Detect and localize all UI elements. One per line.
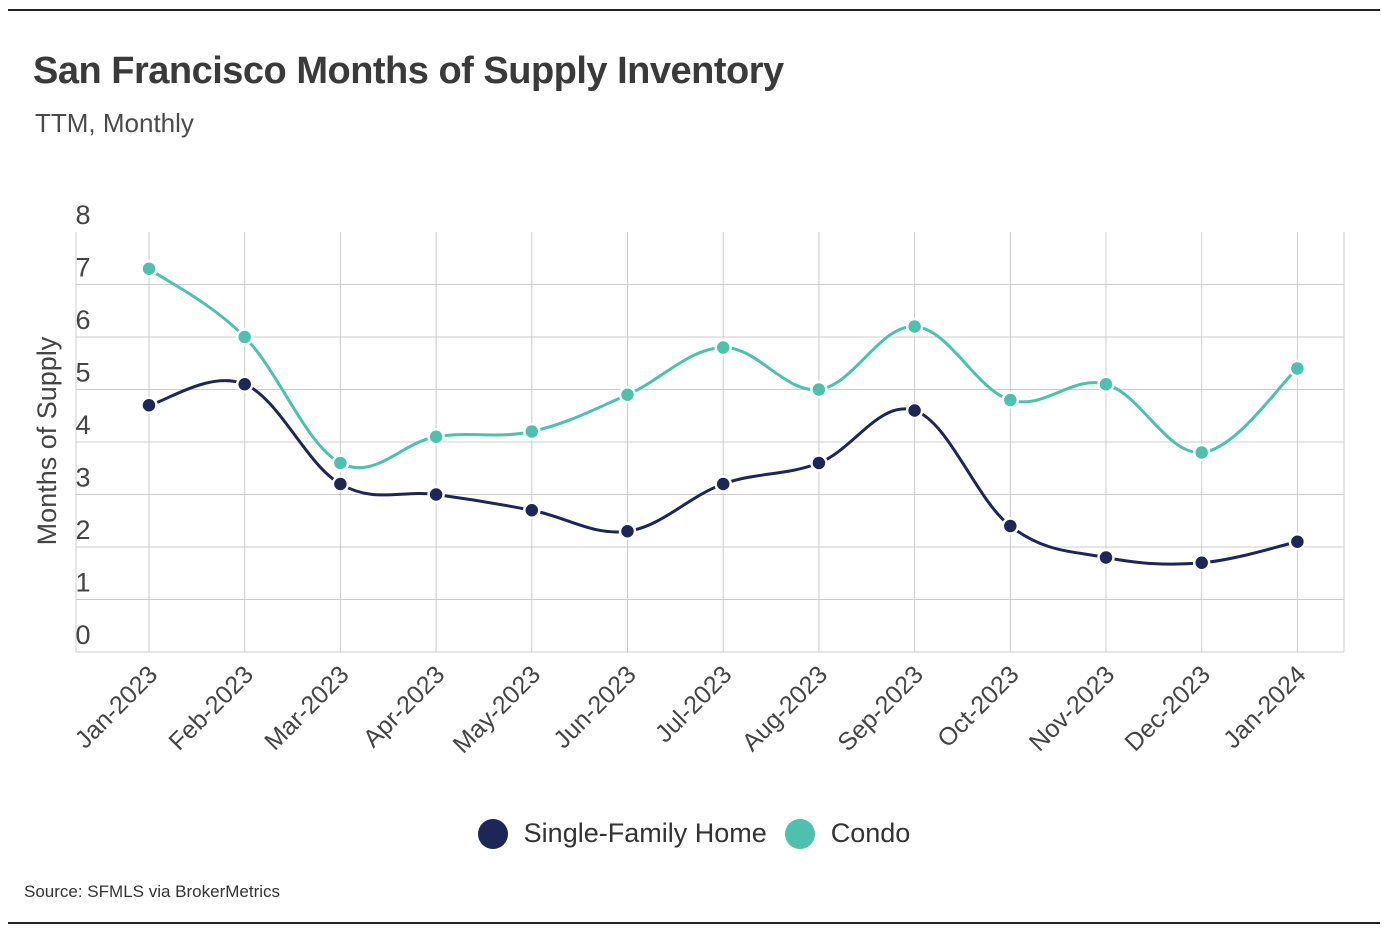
y-tick-label: 7	[75, 253, 90, 283]
x-tick-label: Jan-2023	[70, 660, 164, 754]
data-point-condo	[618, 386, 637, 404]
chart-subtitle: TTM, Monthly	[35, 108, 194, 138]
x-tick-label: Feb-2023	[163, 660, 258, 755]
data-point-single-family	[523, 501, 541, 519]
y-tick-label: 4	[75, 410, 90, 440]
data-point-condo	[523, 422, 541, 441]
data-point-single-family	[235, 375, 254, 393]
bottom-rule	[8, 922, 1380, 924]
legend-marker-single-family	[477, 818, 508, 849]
data-point-condo	[905, 317, 924, 336]
data-point-single-family	[331, 475, 350, 493]
data-point-single-family	[618, 522, 637, 540]
legend-marker-condo	[784, 818, 815, 849]
source-note: Source: SFMLS via BrokerMetrics	[24, 882, 281, 901]
data-point-single-family	[1001, 517, 1020, 535]
data-point-condo	[1192, 443, 1211, 462]
data-point-condo	[427, 428, 445, 446]
top-rule	[8, 9, 1380, 11]
data-point-condo	[810, 380, 828, 399]
y-tick-label: 5	[75, 358, 90, 388]
y-axis-ticks: 0 1 2 3 4 5 6 7 8	[75, 200, 90, 650]
data-point-single-family	[810, 454, 828, 472]
grid	[75, 232, 1345, 653]
data-point-condo	[140, 260, 158, 278]
data-point-condo	[331, 454, 350, 472]
x-tick-label: Dec-2023	[1119, 660, 1215, 756]
y-tick-label: 3	[75, 463, 90, 493]
chart-title: San Francisco Months of Supply Inventory	[33, 50, 784, 92]
data-point-single-family	[427, 485, 445, 504]
legend: Single-Family Home Condo	[0, 818, 1388, 849]
x-tick-label: Oct-2023	[932, 660, 1025, 753]
y-tick-label: 2	[75, 515, 90, 545]
x-tick-label: Nov-2023	[1024, 660, 1120, 756]
y-tick-label: 1	[75, 568, 90, 598]
data-point-single-family	[1097, 548, 1115, 567]
data-point-single-family	[140, 396, 158, 414]
legend-item-single-family: Single-Family Home	[477, 818, 767, 849]
data-point-single-family	[905, 401, 924, 420]
series	[140, 260, 1307, 572]
x-tick-label: Jul-2023	[650, 660, 738, 748]
legend-item-condo: Condo	[784, 818, 911, 849]
y-tick-label: 0	[75, 620, 90, 650]
x-tick-label: Jan-2024	[1218, 660, 1312, 754]
data-point-condo	[1288, 359, 1307, 378]
data-point-condo	[1001, 391, 1020, 409]
x-axis-ticks: Jan-2023 Feb-2023 Mar-2023 Apr-2023May-2023…	[70, 660, 1312, 758]
x-tick-label: Apr-2023	[358, 660, 451, 753]
y-axis-label: Months of Supply	[32, 336, 62, 545]
data-point-single-family	[1288, 533, 1307, 551]
x-tick-label: Aug-2023	[737, 660, 833, 756]
data-point-condo	[1097, 375, 1115, 393]
data-point-single-family	[1192, 554, 1211, 572]
x-tick-label: Sep-2023	[832, 660, 928, 756]
x-tick-label: May-2023	[448, 660, 546, 758]
legend-label-condo: Condo	[830, 818, 911, 848]
y-tick-label: 8	[75, 200, 90, 230]
x-tick-label: Mar-2023	[259, 660, 354, 755]
data-point-condo	[235, 328, 254, 346]
legend-label-single-family: Single-Family Home	[523, 818, 767, 848]
x-tick-label: Jun-2023	[548, 660, 642, 754]
data-point-single-family	[714, 475, 732, 493]
data-point-condo	[714, 338, 732, 357]
y-tick-label: 6	[75, 305, 90, 335]
